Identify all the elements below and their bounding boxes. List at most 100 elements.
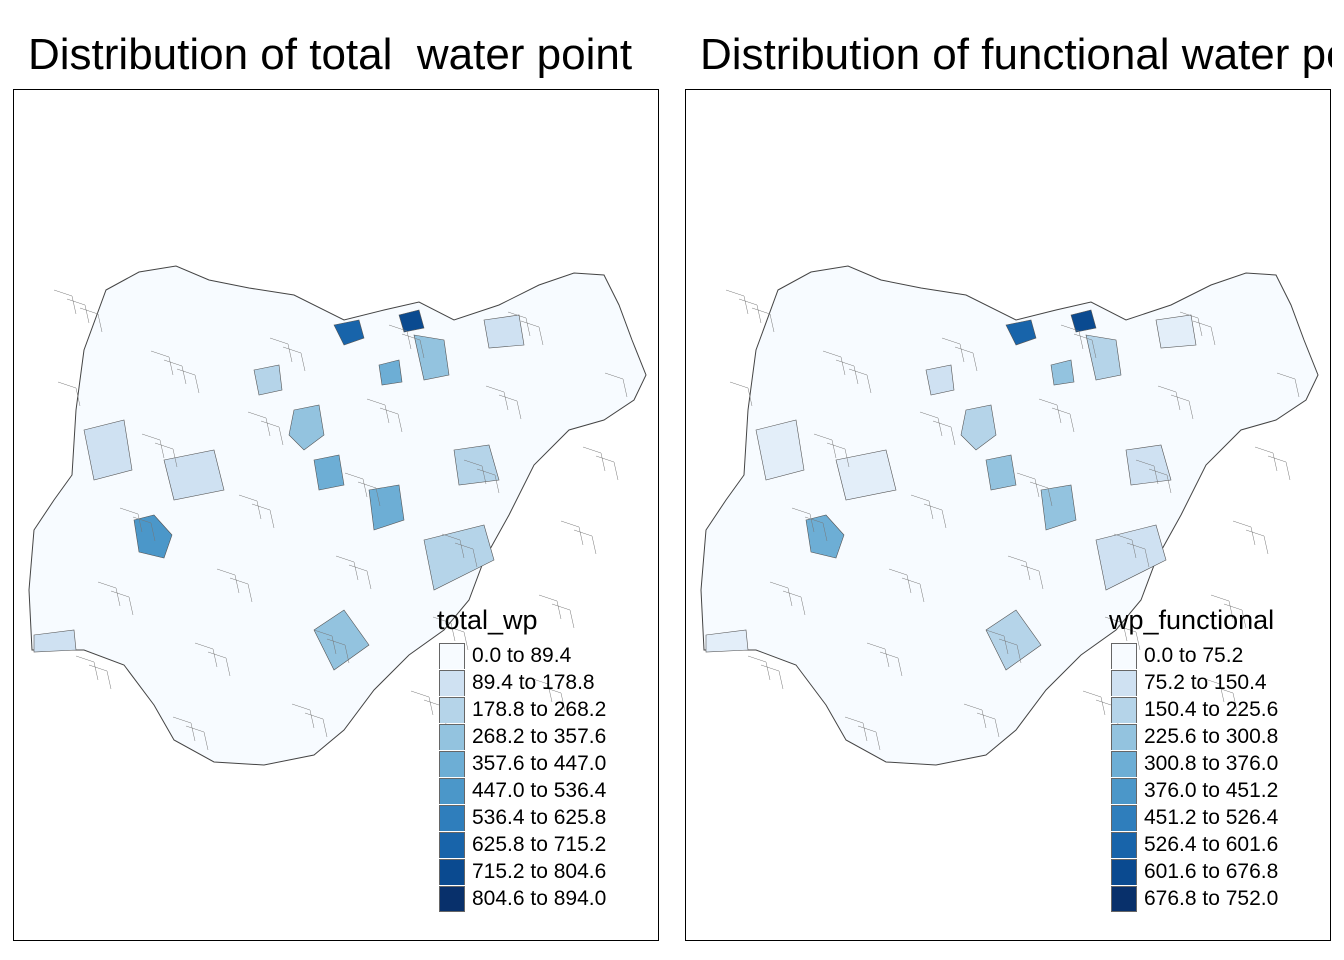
lga-region [133, 514, 173, 559]
lga-boundary [141, 433, 165, 459]
lga-boundary [582, 446, 606, 472]
lga-boundary [919, 411, 943, 437]
lga-boundary [844, 716, 868, 742]
legend-label: 75.2 to 150.4 [1144, 670, 1267, 694]
legend-swatch [439, 831, 465, 858]
lga-boundary [901, 577, 925, 603]
legend-title: wp_functional [1109, 605, 1275, 635]
lga-region [313, 454, 345, 491]
lga-boundary [463, 459, 487, 485]
lga-boundary [1020, 564, 1044, 590]
legend-label: 178.8 to 268.2 [472, 697, 607, 721]
lga-boundary [79, 307, 103, 333]
lga-boundary [1179, 311, 1203, 337]
lga-boundary [163, 359, 187, 385]
legend-item: 451.2 to 526.4 [1111, 804, 1278, 831]
legend-item: 75.2 to 150.4 [1111, 669, 1278, 696]
legend-label: 451.2 to 526.4 [1144, 805, 1279, 829]
lga-boundary [1267, 455, 1291, 481]
lga-boundary [888, 568, 912, 594]
lga-boundary [313, 629, 337, 655]
lga-boundary [1073, 333, 1097, 359]
lga-boundary [1170, 394, 1194, 420]
lga-boundary [529, 677, 553, 703]
lga-boundary [454, 542, 478, 568]
legend-label: 376.0 to 451.2 [1144, 778, 1279, 802]
lga-boundary [998, 638, 1022, 664]
lga-boundary [97, 581, 121, 607]
lga-boundary [573, 529, 597, 555]
lga-boundary [848, 368, 872, 394]
lga-region [1070, 309, 1097, 333]
legend-swatch [1111, 858, 1137, 885]
lga-boundary [1148, 468, 1172, 494]
legend-label: 804.6 to 894.0 [472, 886, 607, 910]
legend-item: 300.8 to 376.0 [1111, 750, 1278, 777]
legend-item: 89.4 to 178.8 [439, 669, 606, 696]
legend-label: 601.6 to 676.8 [1144, 859, 1279, 883]
lga-region [1125, 444, 1172, 486]
lga-boundary [1254, 446, 1278, 472]
lga-region [253, 364, 283, 396]
legend-label: 536.4 to 625.8 [472, 805, 607, 829]
lga-boundary [1245, 529, 1269, 555]
legend-swatch [1111, 642, 1137, 669]
country-outline [700, 265, 1319, 766]
lga-boundary [410, 690, 434, 716]
lga-region [925, 364, 955, 396]
lga-boundary [822, 350, 846, 376]
lga-boundary [1007, 555, 1031, 581]
lga-region [288, 404, 325, 451]
lga-boundary [441, 533, 465, 559]
lga-boundary [507, 311, 531, 337]
lga-region [705, 629, 749, 653]
lga-boundary [498, 394, 522, 420]
legend-label: 526.4 to 601.6 [1144, 832, 1279, 856]
legend-label: 357.6 to 447.0 [472, 751, 607, 775]
lga-boundary [247, 411, 271, 437]
lga-region [378, 359, 403, 386]
lga-boundary [326, 638, 350, 664]
lga-region [805, 514, 845, 559]
legend-label: 0.0 to 75.2 [1144, 643, 1244, 667]
legend-functional: wp_functional 0.0 to 75.2 75.2 to 150.4 15… [1109, 605, 1279, 912]
legend-item: 625.8 to 715.2 [439, 831, 606, 858]
lga-region [33, 629, 77, 653]
lga-region [163, 449, 225, 501]
lga-boundary [976, 712, 1000, 738]
lga-boundary [1210, 594, 1234, 620]
lga-boundary [110, 590, 134, 616]
map-title-functional: Distribution of functional water point [700, 30, 1332, 79]
lga-boundary [738, 298, 762, 324]
country-outline [28, 265, 647, 766]
lga-boundary [760, 664, 784, 690]
legend-swatch [1111, 831, 1137, 858]
lga-region [755, 419, 805, 481]
lga-boundary [485, 385, 509, 411]
legend-label: 676.8 to 752.0 [1144, 886, 1279, 910]
lga-boundary [1214, 686, 1238, 712]
lga-boundary [238, 494, 262, 520]
lga-boundary [1223, 603, 1247, 629]
legend-swatch [439, 885, 465, 912]
lga-boundary [1082, 690, 1106, 716]
lga-boundary [1232, 520, 1256, 546]
lga-boundary [751, 307, 775, 333]
lga-boundary [1038, 398, 1062, 424]
lga-boundary [747, 655, 771, 681]
legend-title: total_wp [437, 605, 538, 635]
legend-swatch [439, 804, 465, 831]
lga-boundary [1192, 320, 1216, 346]
lga-boundary [595, 455, 619, 481]
lga-boundary [150, 350, 174, 376]
lga-boundary [194, 642, 218, 668]
lga-boundary [835, 359, 859, 385]
legend-item: 357.6 to 447.0 [439, 750, 606, 777]
lga-region [413, 334, 450, 381]
lga-boundary [357, 481, 381, 507]
legend-label: 715.2 to 804.6 [472, 859, 607, 883]
legend-item: 0.0 to 89.4 [439, 642, 606, 669]
lga-boundary [866, 642, 890, 668]
lga-region [1085, 334, 1122, 381]
legend-item: 715.2 to 804.6 [439, 858, 606, 885]
